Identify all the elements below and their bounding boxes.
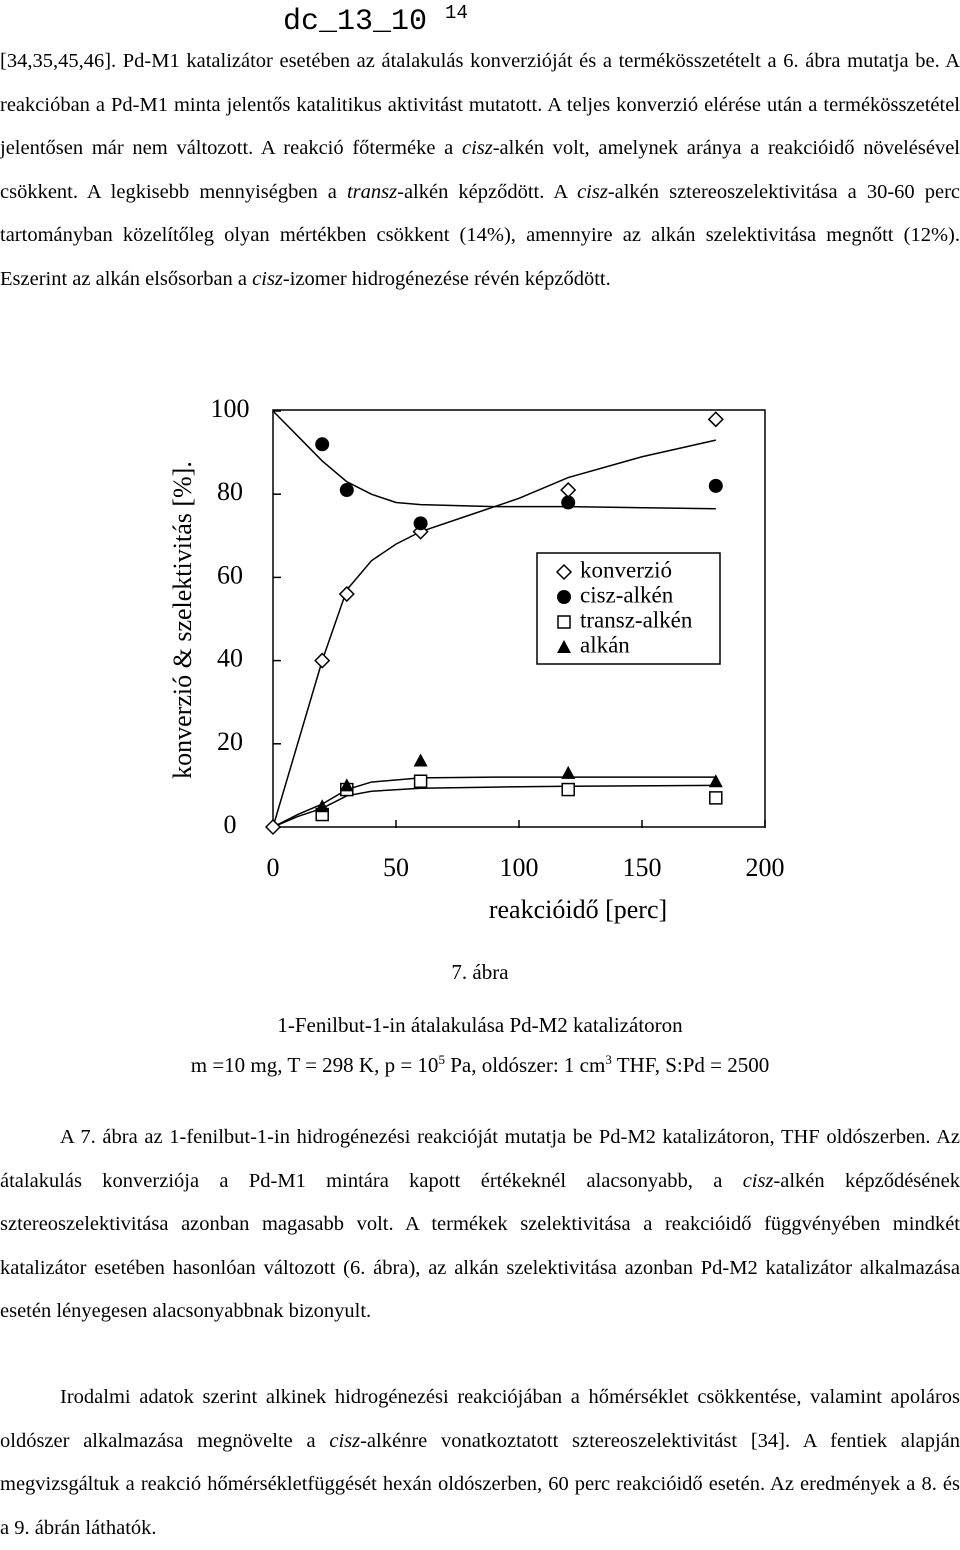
x-tick-label: 150 xyxy=(623,853,662,882)
legend-marker xyxy=(557,640,571,653)
text: -alkénre vonatkoztatott sztereoszelektiv… xyxy=(0,1429,960,1539)
text: 3 xyxy=(605,1052,612,1067)
text: cisz xyxy=(252,267,283,290)
text: cisz xyxy=(577,180,608,203)
legend-label: cisz-alkén xyxy=(580,582,674,607)
marker-circle xyxy=(708,478,723,493)
y-tick-label: 60 xyxy=(217,560,243,589)
chart: reakcióidő [perc] konverzió & szelektivi… xyxy=(168,394,785,924)
legend-label: alkán xyxy=(580,632,630,657)
marker-triangle xyxy=(413,753,428,767)
y-tick-label: 80 xyxy=(217,477,243,506)
marker-diamond xyxy=(707,411,724,428)
doc-code: dc_13_10 xyxy=(283,5,428,39)
text: transz xyxy=(346,180,398,203)
marker-triangle xyxy=(339,778,354,792)
text: cisz xyxy=(329,1429,361,1452)
paragraph: [34,35,45,46]. Pd-M1 katalizátor esetébe… xyxy=(0,40,960,302)
marker-circle xyxy=(413,516,428,531)
marker-diamond xyxy=(314,652,331,669)
marker-square xyxy=(413,774,428,788)
text: cisz xyxy=(742,1169,774,1192)
fit-line xyxy=(272,439,716,828)
figure-conditions: m =10 mg, T = 298 K, p = 105 Pa, oldósze… xyxy=(0,1052,960,1078)
x-axis-label: reakcióidő [perc] xyxy=(489,895,667,924)
figure-label: 7. ábra xyxy=(451,960,509,984)
text: -izomer hidrogénezése révén képződött. xyxy=(282,267,611,290)
marker-diamond xyxy=(338,585,355,603)
y-tick-label: 20 xyxy=(217,727,243,756)
text: Irodalmi adatok szerint alkinek hidrogén… xyxy=(0,1386,960,1452)
text: 5 xyxy=(438,1052,445,1067)
marker-diamond xyxy=(560,481,577,499)
marker-circle xyxy=(315,437,330,452)
marker-circle xyxy=(339,483,354,498)
legend-label: konverzió xyxy=(580,557,672,582)
legend-marker xyxy=(557,590,571,604)
text: A 7. ábra az 1-fenilbut-1-in hidrogénezé… xyxy=(0,1126,960,1192)
text: -alkén sztereoszelektivitása a 30-60 per… xyxy=(0,180,960,290)
x-tick-label: 0 xyxy=(267,853,280,882)
x-tick-label: 50 xyxy=(383,853,409,882)
marker-circle xyxy=(561,495,576,510)
y-tick-label: 40 xyxy=(217,644,243,673)
legend-marker xyxy=(555,563,573,581)
paragraph: Irodalmi adatok szerint alkinek hidrogén… xyxy=(0,1376,960,1550)
y-tick-label: 0 xyxy=(224,810,237,839)
y-tick-label: 100 xyxy=(211,394,250,423)
marker-square xyxy=(561,782,575,797)
x-tick-label: 200 xyxy=(746,853,785,882)
marker-triangle xyxy=(708,774,723,788)
marker-triangle xyxy=(561,765,576,779)
fit-line xyxy=(272,410,716,510)
text: -alkén képződött. A xyxy=(397,180,578,203)
text: cisz xyxy=(461,137,493,160)
text: -alkén képződésének sztereoszelektivitás… xyxy=(0,1169,960,1323)
text: THF, S:Pd = 2500 xyxy=(611,1053,770,1077)
figure-caption: 1-Fenilbut-1-in átalakulása Pd-M2 katali… xyxy=(277,1013,683,1037)
marker-diamond xyxy=(264,818,282,836)
marker-triangle xyxy=(315,799,330,813)
text: m =10 mg, T = 298 K, p = 10 xyxy=(190,1053,439,1077)
x-tick-label: 100 xyxy=(500,853,539,882)
marker-square xyxy=(709,791,723,805)
text: Pa, oldószer: 1 cm xyxy=(444,1053,606,1077)
page-header: dc_13_10 14 xyxy=(283,2,468,39)
paragraph: A 7. ábra az 1-fenilbut-1-in hidrogénezé… xyxy=(0,1116,960,1334)
fit-line xyxy=(272,776,716,828)
legend-marker xyxy=(557,615,571,629)
legend-label: transz-alkén xyxy=(580,607,693,632)
text: [34,35,45,46]. Pd-M1 katalizátor esetébe… xyxy=(0,50,960,160)
page-number: 14 xyxy=(445,2,468,24)
fit-line xyxy=(272,784,716,828)
text: -alkén volt, amelynek aránya a reakcióid… xyxy=(0,137,960,203)
y-axis-label: konverzió & szelektivitás [%]. xyxy=(168,461,197,779)
